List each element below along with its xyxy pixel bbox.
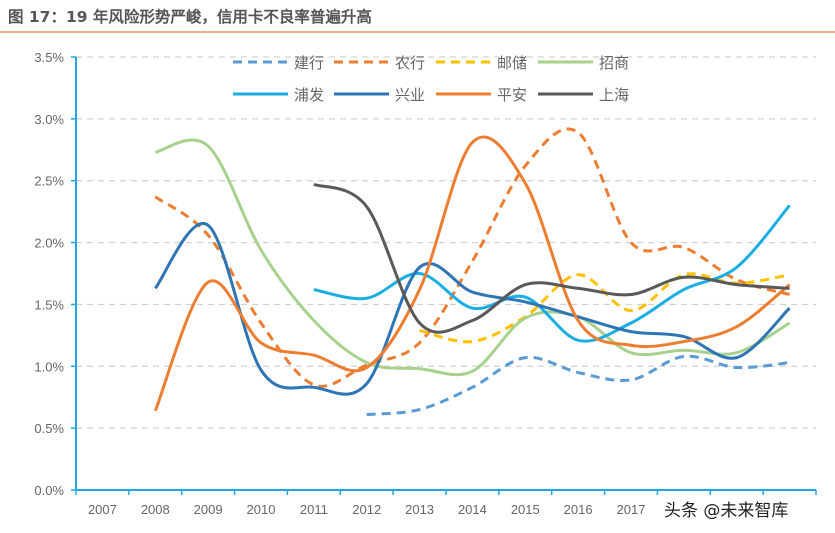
y-tick-label: 0.5% bbox=[34, 421, 64, 436]
x-tick-label: 2007 bbox=[88, 502, 117, 517]
x-tick-label: 2014 bbox=[458, 502, 487, 517]
legend-label: 邮储 bbox=[497, 54, 527, 72]
watermark: 头条 @未来智库 bbox=[664, 496, 789, 521]
legend-label: 农行 bbox=[395, 54, 425, 72]
series-line-7 bbox=[153, 135, 791, 412]
legend-label: 建行 bbox=[294, 54, 324, 72]
x-tick-label: 2009 bbox=[194, 502, 223, 517]
y-tick-label: 1.0% bbox=[34, 359, 64, 374]
series-line-6 bbox=[154, 221, 791, 396]
legend-label: 平安 bbox=[497, 86, 527, 104]
y-tick-label: 0.0% bbox=[34, 483, 64, 498]
x-tick-label: 2017 bbox=[617, 502, 646, 517]
x-tick-label: 2012 bbox=[352, 502, 381, 517]
y-axis-ticks: 0.0% 0.5% 1.0% 1.5% 2.0% 2.5% 3.0% 3.5% bbox=[34, 50, 76, 498]
series-line-8 bbox=[313, 182, 790, 334]
legend-label: 浦发 bbox=[294, 86, 324, 104]
series-line-2 bbox=[154, 127, 790, 388]
x-tick-label: 2016 bbox=[564, 502, 593, 517]
series-line-4 bbox=[154, 138, 791, 377]
legend-label: 招商 bbox=[599, 54, 629, 72]
x-tick-label: 2013 bbox=[405, 502, 434, 517]
series-line-1 bbox=[366, 354, 790, 417]
series-line-5 bbox=[313, 204, 791, 343]
y-tick-label: 2.0% bbox=[34, 236, 64, 251]
legend-label: 上海 bbox=[599, 86, 629, 104]
series-lines bbox=[153, 127, 791, 417]
x-tick-label: 2011 bbox=[300, 502, 328, 517]
x-tick-label: 2008 bbox=[141, 502, 170, 517]
title-divider bbox=[0, 31, 835, 33]
gridlines bbox=[76, 56, 816, 429]
y-tick-label: 3.5% bbox=[34, 50, 64, 65]
y-tick-label: 3.0% bbox=[34, 112, 64, 127]
x-axis: 2007 2008 2009 2010 2011 2012 2013 2014 2015 2016… bbox=[75, 57, 817, 517]
legend-label: 兴业 bbox=[395, 86, 425, 104]
x-tick-label: 2010 bbox=[247, 502, 276, 517]
chart-title: 图 17：19 年风险形势严峻，信用卡不良率普遍升高 bbox=[8, 8, 372, 26]
y-tick-label: 1.5% bbox=[34, 297, 64, 312]
y-tick-label: 2.5% bbox=[34, 174, 64, 189]
x-tick-label: 2015 bbox=[511, 502, 540, 517]
